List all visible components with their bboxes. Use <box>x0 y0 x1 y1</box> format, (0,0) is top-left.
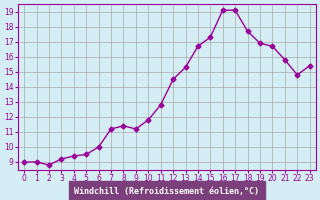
X-axis label: Windchill (Refroidissement éolien,°C): Windchill (Refroidissement éolien,°C) <box>74 187 260 196</box>
